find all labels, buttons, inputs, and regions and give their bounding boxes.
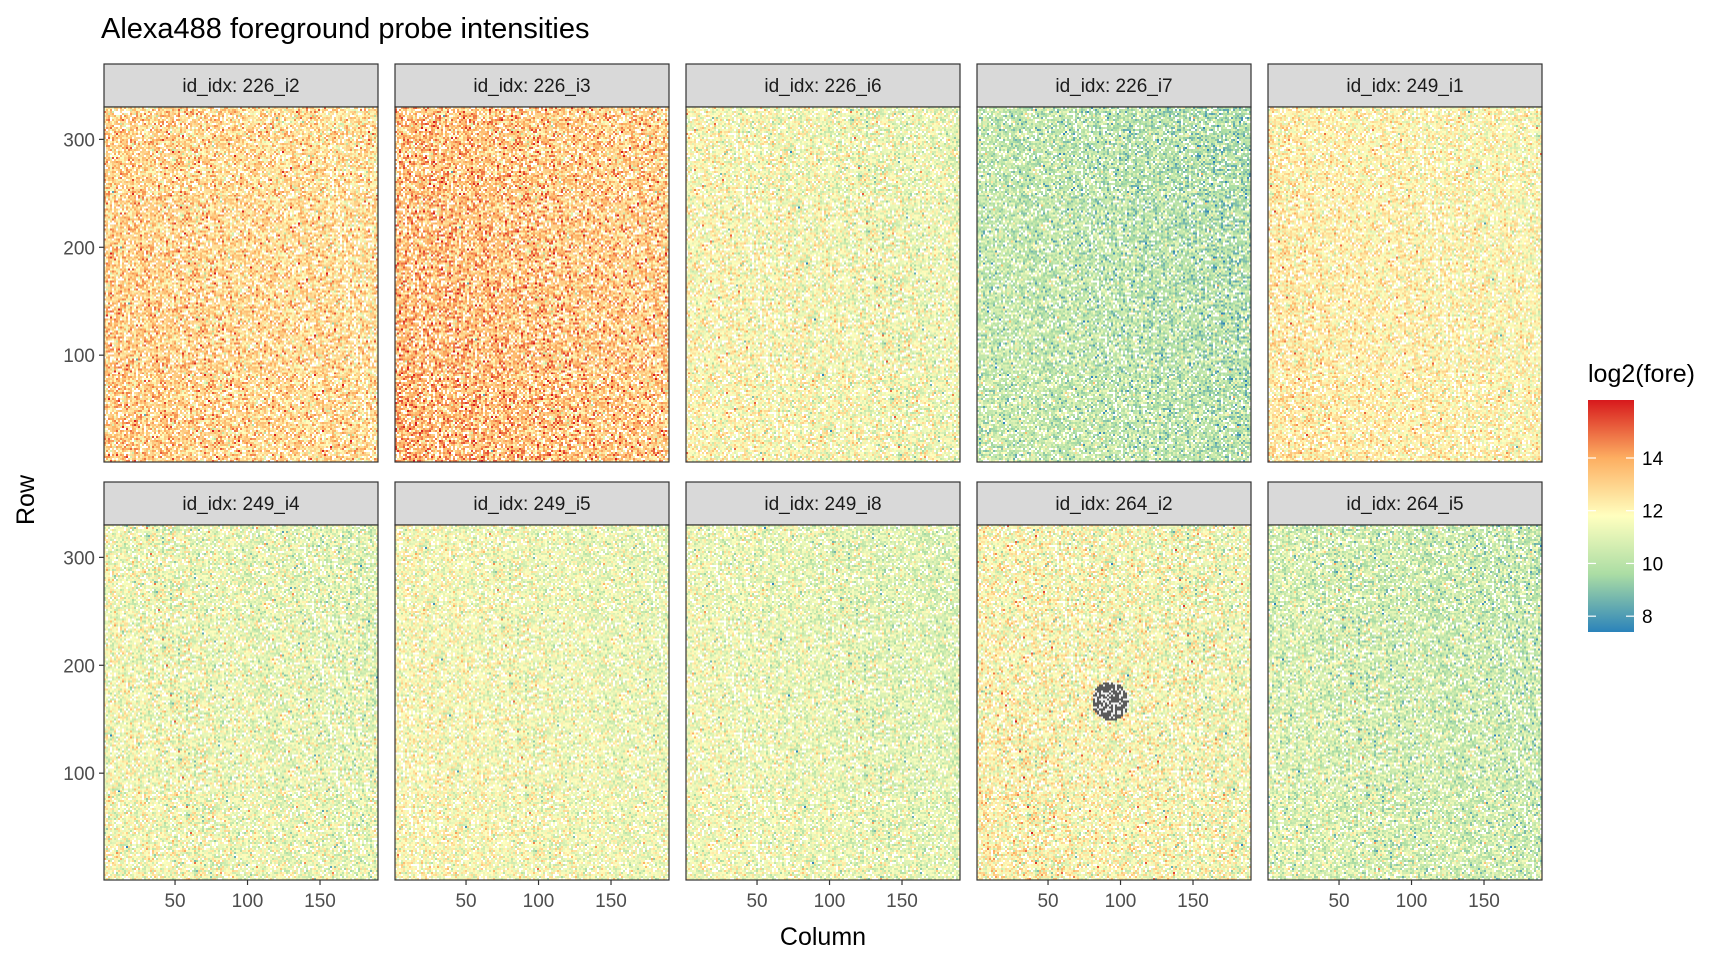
panel-border (976, 106, 1252, 463)
x-tick-label: 100 (1396, 891, 1428, 912)
heatmap-cells (395, 107, 669, 462)
heatmap-cells (104, 525, 378, 880)
x-tick-label: 150 (595, 891, 627, 912)
heatmap-cells (686, 107, 960, 462)
legend-tick-label: 12 (1642, 502, 1663, 523)
facet-strip (394, 481, 670, 526)
x-tick-label: 50 (1037, 891, 1058, 912)
heatmap-cells (1268, 525, 1542, 880)
facet-strip-label: id_idx: 226_i6 (764, 76, 881, 97)
x-tick-label: 50 (1328, 891, 1349, 912)
x-tick-label: 100 (523, 891, 555, 912)
x-tick-label: 150 (304, 891, 336, 912)
panel-border (103, 106, 379, 463)
legend-tick-label: 10 (1642, 554, 1663, 575)
color-legend: log2(fore) 8 10 12 14 (1588, 360, 1695, 632)
facet-strip-label: id_idx: 249_i8 (764, 494, 881, 515)
heatmap-cells (395, 525, 669, 880)
facet-panel-249_i5: id_idx: 249_i5 50 100 150 (394, 481, 670, 912)
facet-panel-249_i1: id_idx: 249_i1 (1267, 63, 1543, 463)
x-tick-label: 150 (886, 891, 918, 912)
facet-panel-226_i6: id_idx: 226_i6 (685, 63, 961, 463)
y-tick-label: 100 (63, 764, 95, 785)
y-axis-title: Row (12, 474, 40, 525)
heatmap-cells (104, 107, 378, 462)
heatmap-cells (977, 525, 1251, 880)
panel-border (685, 524, 961, 881)
facet-strip-label: id_idx: 249_i1 (1346, 76, 1463, 97)
facet-strip (103, 481, 379, 526)
facet-strip-label: id_idx: 226_i2 (182, 76, 299, 97)
facet-strip (685, 481, 961, 526)
x-tick-label: 50 (455, 891, 476, 912)
facet-panel-249_i8: id_idx: 249_i8 50 100 150 (685, 481, 961, 912)
legend-tick-label: 8 (1642, 607, 1653, 628)
facet-strip-label: id_idx: 226_i3 (473, 76, 590, 97)
heatmap-cells (977, 107, 1251, 462)
facet-strip-label: id_idx: 249_i4 (182, 494, 300, 515)
x-tick-label: 100 (232, 891, 264, 912)
y-tick-label: 200 (63, 656, 95, 677)
facet-panel-226_i3: id_idx: 226_i3 (394, 63, 670, 463)
facet-strip (685, 63, 961, 108)
x-tick-label: 100 (1105, 891, 1137, 912)
facet-strip-label: id_idx: 249_i5 (473, 494, 590, 515)
facet-strip (976, 481, 1252, 526)
facet-strip (1267, 481, 1543, 526)
facet-panel-249_i4: id_idx: 249_i4 100 200 300 50 100 150 (63, 481, 379, 912)
facet-panels: id_idx: 226_i2 100 200 300 id_idx: 226_i3 id_… (63, 63, 1543, 912)
facet-strip (1267, 63, 1543, 108)
legend-tick-label: 14 (1642, 449, 1664, 470)
facet-strip-label: id_idx: 226_i7 (1055, 76, 1172, 97)
y-tick-label: 200 (63, 238, 95, 259)
facet-strip (103, 63, 379, 108)
facet-strip-label: id_idx: 264_i5 (1346, 494, 1463, 515)
panel-border (394, 106, 670, 463)
panel-border (1267, 106, 1543, 463)
y-tick-label: 100 (63, 346, 95, 367)
facet-panel-226_i2: id_idx: 226_i2 100 200 300 (63, 63, 379, 463)
heatmap-cells (686, 525, 960, 880)
legend-color-bar (1588, 400, 1634, 632)
facet-panel-264_i2: id_idx: 264_i2 50 100 150 (976, 481, 1252, 912)
facet-strip (394, 63, 670, 108)
panel-border (103, 524, 379, 881)
facet-panel-264_i5: id_idx: 264_i5 50 100 150 (1267, 481, 1543, 912)
panel-border (1267, 524, 1543, 881)
x-tick-label: 50 (164, 891, 185, 912)
x-axis-title: Column (780, 923, 866, 951)
x-tick-label: 50 (746, 891, 767, 912)
panel-border (976, 524, 1252, 881)
x-tick-label: 100 (814, 891, 846, 912)
x-tick-label: 150 (1177, 891, 1209, 912)
chart-title: Alexa488 foreground probe intensities (101, 13, 590, 45)
facet-strip-label: id_idx: 264_i2 (1055, 494, 1172, 515)
y-tick-label: 300 (63, 548, 95, 569)
facet-strip (976, 63, 1252, 108)
heatmap-cells (1268, 107, 1542, 462)
facet-panel-226_i7: id_idx: 226_i7 (976, 63, 1252, 463)
legend-title: log2(fore) (1588, 360, 1695, 388)
panel-border (685, 106, 961, 463)
x-tick-label: 150 (1468, 891, 1500, 912)
y-tick-label: 300 (63, 130, 95, 151)
panel-border (394, 524, 670, 881)
